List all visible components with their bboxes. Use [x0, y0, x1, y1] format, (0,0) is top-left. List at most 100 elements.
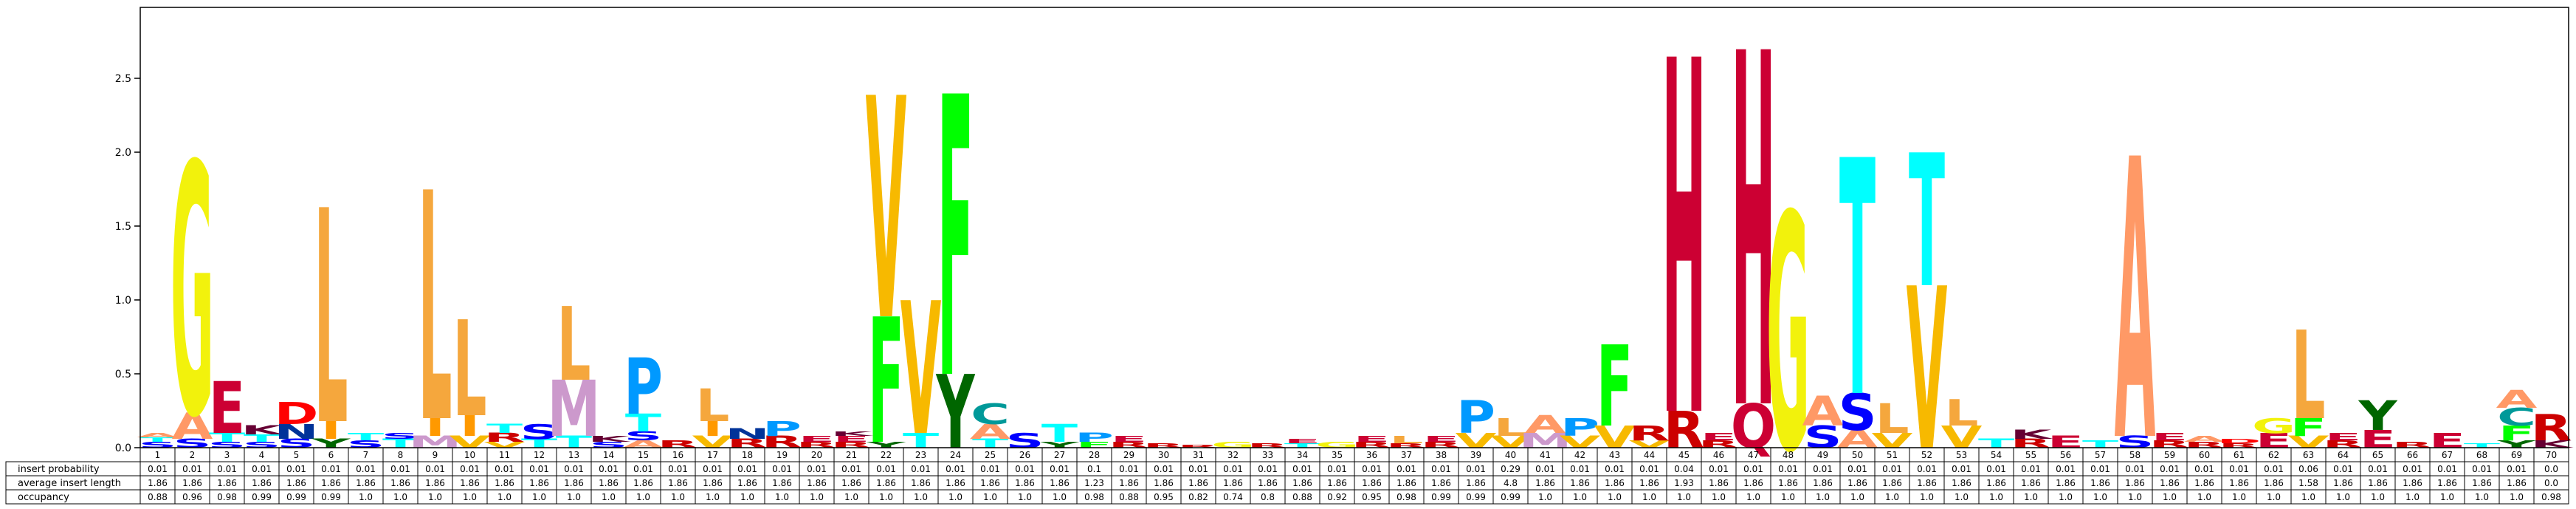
occupancy-row-value: 1.0 — [2510, 492, 2524, 502]
average-insert-length-row-value: 1.86 — [703, 478, 723, 488]
insert-probability-row-value: 0.01 — [2090, 464, 2110, 474]
insert-probability-row-value: 0.01 — [1015, 464, 1035, 474]
position-row-value: 4 — [259, 450, 265, 460]
insert-probability-row-value: 0.01 — [1397, 464, 1416, 474]
position-row-value: 47 — [1748, 450, 1759, 460]
logo-letter: R — [484, 431, 525, 445]
position-row-value: 21 — [846, 450, 857, 460]
logo-letter: L — [1876, 396, 1909, 443]
average-insert-length-row-value: 1.86 — [2472, 478, 2492, 488]
insert-probability-row-value: 0.01 — [2021, 464, 2041, 474]
insert-probability-row-value: 0.01 — [1223, 464, 1243, 474]
logo-letter: S — [520, 420, 559, 443]
position-row-value: 60 — [2199, 450, 2210, 460]
occupancy-row-value: 0.88 — [1119, 492, 1139, 502]
logo-letter: E — [799, 434, 835, 444]
position-row-value: 69 — [2511, 450, 2522, 460]
insert-probability-row-value: 0.01 — [2507, 464, 2527, 474]
insert-probability-row-value: 0.01 — [1050, 464, 1070, 474]
average-insert-length-row-value: 1.86 — [737, 478, 757, 488]
average-insert-length-row-value: 1.86 — [1639, 478, 1659, 488]
position-row-value: 26 — [1019, 450, 1030, 460]
logo-letter: L — [453, 294, 487, 447]
logo-letter: E — [2325, 431, 2361, 443]
position-row-value: 39 — [1470, 450, 1481, 460]
insert-probability-row-value: 0.01 — [1778, 464, 1798, 474]
logo-letter: E — [1701, 431, 1737, 443]
insert-probability-row-value: 0.01 — [529, 464, 549, 474]
logo-letter: V — [1594, 420, 1636, 455]
row-label: average insert length — [18, 478, 121, 489]
position-row-value: 41 — [1540, 450, 1551, 460]
y-tick-label: 0.5 — [115, 369, 131, 380]
logo-letter: A — [2115, 79, 2156, 509]
insert-probability-row-value: 0.0 — [2544, 464, 2558, 474]
logo-letter: V — [1907, 242, 1948, 501]
average-insert-length-row-value: 1.86 — [2264, 478, 2284, 488]
insert-probability-row-value: 0.01 — [1952, 464, 1971, 474]
insert-probability-row-value: 0.01 — [876, 464, 896, 474]
position-row-value: 14 — [603, 450, 614, 460]
average-insert-length-row-value: 0.0 — [2544, 478, 2558, 488]
average-insert-length-row-value: 1.86 — [1466, 478, 1486, 488]
insert-probability-row-value: 0.01 — [2264, 464, 2284, 474]
logo-letter: F — [2290, 414, 2327, 442]
position-row-value: 19 — [776, 450, 788, 460]
y-tick-label: 1.5 — [115, 221, 131, 233]
logo-letter: E — [2256, 428, 2292, 452]
insert-probability-row-value: 0.01 — [1154, 464, 1174, 474]
insert-probability-row-value: 0.01 — [1743, 464, 1763, 474]
occupancy-row-value: 1.0 — [1920, 492, 1934, 502]
logo-letter: T — [1909, 116, 1945, 329]
logo-letter: A — [172, 405, 213, 448]
average-insert-length-row-value: 1.86 — [1605, 478, 1625, 488]
logo-letter: S — [1006, 428, 1044, 452]
average-insert-length-row-value: 1.86 — [390, 478, 410, 488]
insert-probability-row-value: 0.01 — [1917, 464, 1937, 474]
occupancy-row-value: 1.0 — [2128, 492, 2142, 502]
y-tick-label: 0.0 — [115, 443, 131, 454]
occupancy-row-value: 0.98 — [1397, 492, 1416, 502]
insert-probability-row-value: 0.01 — [1639, 464, 1659, 474]
insert-probability-row-value: 0.01 — [1882, 464, 1902, 474]
average-insert-length-row-value: 1.86 — [2507, 478, 2527, 488]
position-row-value: 30 — [1158, 450, 1169, 460]
logo-letter: V — [692, 433, 734, 452]
logo-letter: A — [1837, 426, 1879, 454]
insert-probability-row-value: 0.01 — [2194, 464, 2214, 474]
insert-probability-row-value: 0.29 — [1501, 464, 1521, 474]
occupancy-row-value: 1.0 — [775, 492, 789, 502]
occupancy-row-value: 1.0 — [810, 492, 824, 502]
average-insert-length-row-value: 1.86 — [356, 478, 376, 488]
logo-letter: F — [937, 17, 974, 465]
logo-letter: A — [970, 420, 1011, 443]
y-tick-label: 1.0 — [115, 295, 131, 307]
occupancy-row-value: 1.0 — [532, 492, 546, 502]
occupancy-row-value: 0.96 — [182, 492, 202, 502]
position-row-value: 53 — [1956, 450, 1967, 460]
occupancy-row-value: 0.8 — [1261, 492, 1275, 502]
logo-letter: E — [1354, 434, 1390, 444]
logo-letter: L — [1945, 392, 1979, 434]
average-insert-length-row-value: 1.86 — [2229, 478, 2249, 488]
occupancy-row-value: 0.95 — [1154, 492, 1174, 502]
occupancy-row-value: 1.0 — [2405, 492, 2420, 502]
logo-letter: E — [1423, 434, 1459, 444]
average-insert-length-row-value: 1.86 — [1327, 478, 1347, 488]
average-insert-length-row-value: 1.86 — [1743, 478, 1763, 488]
occupancy-row-value: 1.0 — [914, 492, 928, 502]
logo-letter: A — [1525, 411, 1567, 439]
occupancy-row-value: 0.99 — [1466, 492, 1486, 502]
logo-letter: R — [1629, 421, 1670, 445]
position-row-value: 52 — [1921, 450, 1932, 460]
average-insert-length-row-value: 1.86 — [1570, 478, 1590, 488]
occupancy-row-value: 1.0 — [1885, 492, 1899, 502]
position-row-value: 31 — [1193, 450, 1204, 460]
insert-probability-row-value: 0.04 — [1674, 464, 1694, 474]
position-row-value: 27 — [1054, 450, 1065, 460]
logo-letter: P — [1075, 431, 1114, 445]
average-insert-length-row-value: 1.86 — [460, 478, 480, 488]
logo-letter: R — [1664, 401, 1704, 460]
occupancy-row-value: 1.0 — [2093, 492, 2107, 502]
average-insert-length-row-value: 1.86 — [2368, 478, 2388, 488]
